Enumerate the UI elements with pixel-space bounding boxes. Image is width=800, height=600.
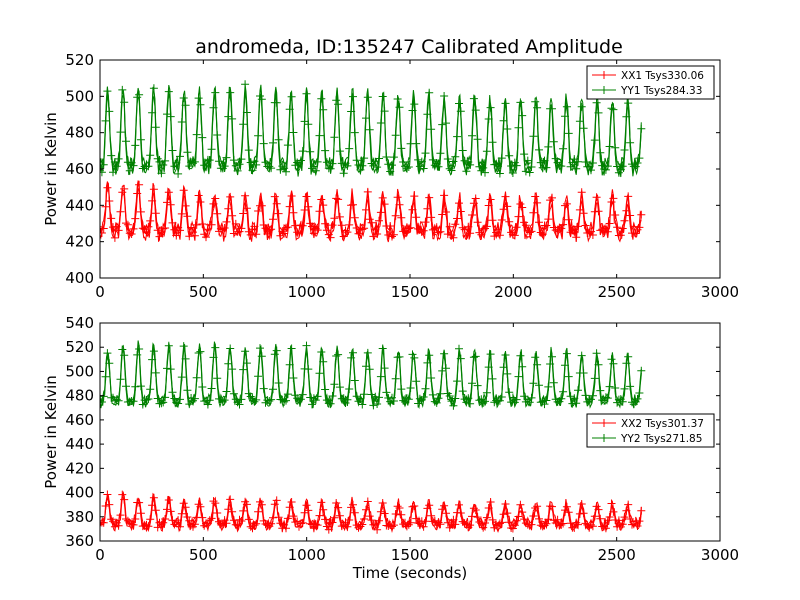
legend: XX1 Tsys330.06 YY1 Tsys284.33: [586, 65, 715, 100]
x-tick-label: 0: [95, 546, 105, 564]
x-tick-label: 2000: [494, 283, 532, 301]
chart-title: andromeda, ID:135247 Calibrated Amplitud…: [195, 36, 623, 58]
series-markers: [100, 490, 646, 534]
x-tick-label: 0: [95, 283, 105, 301]
plot-area: [100, 80, 646, 243]
legend-entry: XX1 Tsys330.06: [592, 70, 704, 82]
y-axis-label: Power in Kelvin: [42, 112, 60, 226]
series-markers: [100, 180, 646, 242]
x-tick-label: 1000: [288, 546, 326, 564]
legend-label: XX1 Tsys330.06: [621, 70, 704, 82]
y-tick-label: 380: [65, 508, 94, 526]
plot-area: [100, 340, 646, 534]
x-tick-label: 1000: [288, 283, 326, 301]
legend-marker: [600, 71, 608, 79]
x-tick-label: 3000: [701, 283, 739, 301]
series-line: [100, 180, 642, 235]
x-tick-label: 1500: [391, 283, 429, 301]
legend-label: YY1 Tsys284.33: [620, 85, 702, 97]
legend-label: XX2 Tsys301.37: [621, 418, 704, 430]
y-tick-label: 460: [65, 160, 94, 178]
series-xx2: [100, 490, 646, 534]
y-tick-label: 400: [65, 269, 94, 287]
x-tick-label: 2500: [598, 283, 636, 301]
legend-marker: [600, 419, 608, 427]
legend-entry: YY2 Tsys271.85: [592, 433, 702, 445]
y-tick-label: 480: [65, 387, 94, 405]
y-tick-label: 480: [65, 124, 94, 142]
y-tick-label: 520: [65, 338, 94, 356]
y-tick-label: 500: [65, 362, 94, 380]
x-axis-label: Time (seconds): [352, 564, 468, 582]
series-markers: [100, 341, 646, 410]
y-tick-label: 440: [65, 435, 94, 453]
series-xx1: [100, 180, 646, 243]
bottom-axes: 0 500 1000 1500 2000 2500 3000 360 380 400 420 440 4…: [42, 314, 739, 582]
y-tick-label: 420: [65, 233, 94, 251]
series-yy2: [100, 340, 646, 410]
legend-label: YY2 Tsys271.85: [620, 433, 702, 445]
legend-box: [586, 413, 715, 448]
y-tick-label: 360: [65, 532, 94, 550]
x-tick-label: 1500: [391, 546, 429, 564]
y-tick-label: 400: [65, 484, 94, 502]
series-markers: [100, 80, 646, 178]
x-tick-label: 500: [189, 283, 218, 301]
y-tick-label: 540: [65, 314, 94, 332]
series-yy1: [100, 80, 646, 178]
x-tick-label: 2500: [598, 546, 636, 564]
y-tick-label: 520: [65, 51, 94, 69]
series-line: [100, 84, 642, 169]
legend-entry: YY1 Tsys284.33: [592, 85, 702, 97]
legend-marker: [600, 86, 608, 94]
y-axis-label: Power in Kelvin: [42, 375, 60, 489]
legend-marker: [600, 434, 608, 442]
x-tick-label: 3000: [701, 546, 739, 564]
legend-entry: XX2 Tsys301.37: [592, 418, 704, 430]
x-tick-label: 2000: [494, 546, 532, 564]
y-tick-label: 420: [65, 459, 94, 477]
y-tick-label: 460: [65, 411, 94, 429]
top-axes: 0 500 1000 1500 2000 2500 3000 400 420 440 460 480 5…: [42, 51, 739, 301]
y-tick-label: 500: [65, 87, 94, 105]
x-tick-label: 500: [189, 546, 218, 564]
legend-box: [586, 65, 715, 100]
legend: XX2 Tsys301.37 YY2 Tsys271.85: [586, 413, 715, 448]
y-tick-label: 440: [65, 196, 94, 214]
